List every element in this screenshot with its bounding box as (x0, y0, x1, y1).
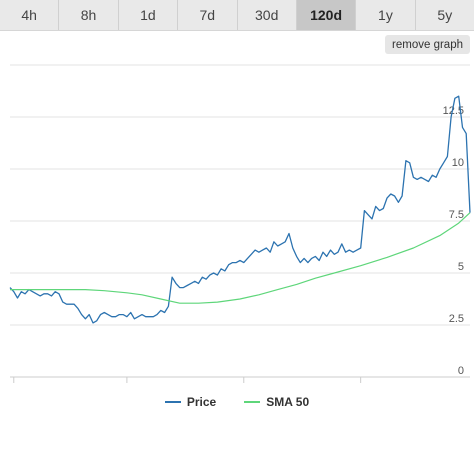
x-axis-ticks: Jun '25Jul '25Aug '25Sep '25 (13, 377, 362, 383)
tab-8h[interactable]: 8h (59, 0, 119, 30)
legend-swatch-price (164, 401, 181, 403)
y-tick-label: 12.5 (443, 105, 464, 117)
timeframe-tabs: 4h 8h 1d 7d 30d 120d 1y 5y (0, 0, 474, 31)
tab-1d[interactable]: 1d (119, 0, 179, 30)
series-lines (9, 95, 471, 324)
tab-30d[interactable]: 30d (238, 0, 297, 30)
remove-graph-button[interactable]: remove graph (385, 35, 470, 54)
tab-7d[interactable]: 7d (178, 0, 238, 30)
y-axis-ticks: 0 2.5 5 7.5 10 12.5 (443, 105, 464, 377)
sma50-line (10, 212, 471, 304)
y-tick-label: 0 (458, 365, 464, 377)
legend-swatch-sma50 (244, 401, 261, 403)
legend-label-sma50: SMA 50 (266, 395, 310, 409)
y-tick-label: 2.5 (449, 313, 464, 325)
price-line (9, 95, 471, 324)
tab-4h[interactable]: 4h (0, 0, 60, 30)
y-tick-label: 5 (458, 261, 464, 273)
chart-legend: Price SMA 50 (0, 392, 474, 412)
legend-item-sma50[interactable]: SMA 50 (244, 392, 309, 412)
legend-item-price[interactable]: Price (164, 392, 217, 412)
legend-label-price: Price (186, 395, 217, 409)
y-tick-label: 7.5 (449, 209, 464, 221)
tab-1y[interactable]: 1y (356, 0, 416, 30)
tab-5y[interactable]: 5y (437, 7, 453, 23)
grid-lines (10, 64, 470, 378)
y-tick-label: 10 (452, 157, 464, 169)
price-chart: 0 2.5 5 7.5 10 12.5 Jun '25Jul '25Aug '25Sep … (9, 64, 471, 383)
tab-120d[interactable]: 120d (296, 0, 357, 30)
